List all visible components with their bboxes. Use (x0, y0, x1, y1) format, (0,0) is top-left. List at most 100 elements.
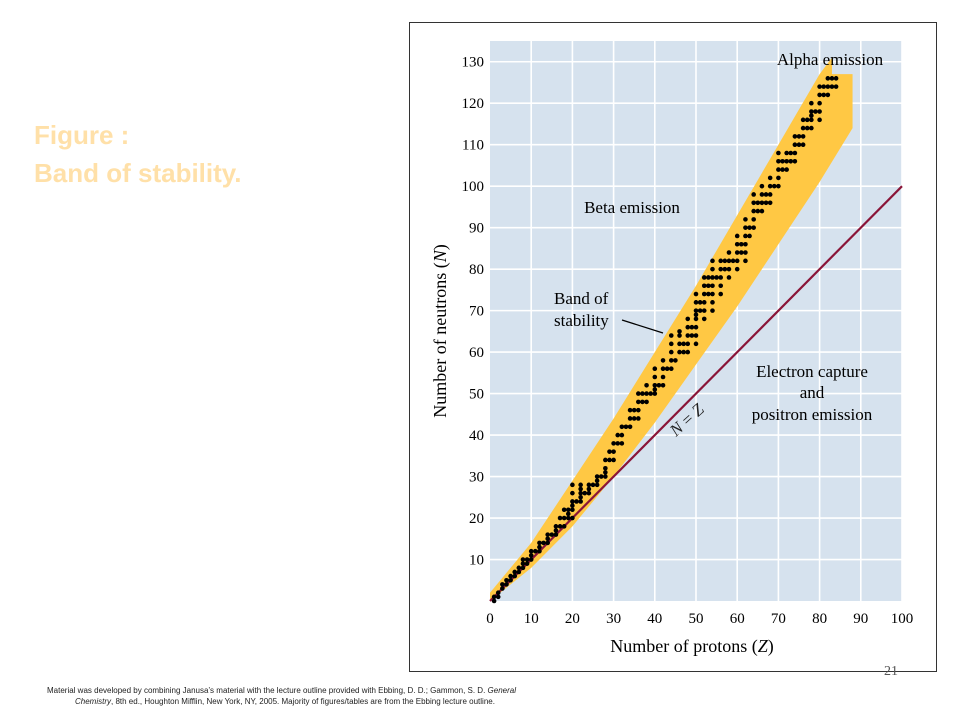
y-axis-label-text: Number of neutrons ( (430, 262, 451, 417)
x-tick-label: 80 (812, 611, 827, 627)
stable-nuclide-point (701, 291, 707, 297)
stable-nuclide-point (829, 84, 835, 89)
stable-nuclide-point (500, 582, 505, 587)
y-tick-label: 90 (469, 221, 484, 237)
stable-nuclide-point (759, 192, 765, 197)
stable-nuclide-point (784, 158, 789, 164)
stable-nuclide-point (710, 291, 715, 297)
stable-nuclide-point (792, 150, 798, 156)
footer-line-2-text: , 8th ed., Houghton Mifflin, New York, N… (111, 697, 495, 706)
stable-nuclide-point (771, 183, 777, 189)
stable-nuclide-point (706, 275, 711, 280)
stable-nuclide-point (710, 300, 715, 305)
stable-nuclide-point (809, 100, 814, 106)
stable-nuclide-point (664, 366, 670, 372)
footer-line-2-italic: Chemistry (75, 697, 112, 706)
stable-nuclide-point (640, 399, 645, 405)
x-tick-label: 10 (524, 611, 539, 627)
stable-nuclide-point (520, 557, 526, 562)
stable-nuclide-point (565, 507, 571, 513)
stable-nuclide-point (734, 258, 740, 264)
stable-nuclide-point (767, 183, 773, 189)
stable-nuclide-point (817, 84, 822, 89)
band-pointer-line (621, 319, 664, 334)
stable-nuclide-point (545, 536, 550, 542)
stable-nuclide-point (776, 183, 781, 189)
stable-nuclide-point (508, 577, 513, 583)
stable-nuclide-point (763, 200, 769, 206)
stable-nuclide-point (652, 374, 658, 380)
stable-nuclide-point (718, 258, 724, 264)
n-equals-z-line (489, 185, 903, 602)
stable-nuclide-point (718, 283, 724, 289)
stable-nuclide-point (743, 258, 748, 264)
stable-nuclide-point (570, 490, 575, 496)
footer-citation: Material was developed by combining Janu… (47, 685, 667, 707)
stable-nuclide-point (706, 283, 711, 289)
stable-nuclide-point (623, 424, 629, 430)
stable-nuclide-point (557, 524, 563, 529)
stable-nuclide-point (755, 208, 761, 214)
stable-nuclide-point (528, 553, 534, 558)
stable-nuclide-point (500, 586, 505, 591)
stable-nuclide-point (553, 524, 559, 529)
y-tick-label: 130 (462, 55, 485, 71)
stable-nuclide-point (561, 507, 567, 513)
stable-nuclide-point (594, 474, 600, 479)
stable-nuclide-point (751, 192, 756, 197)
stable-nuclide-point (677, 349, 682, 355)
stable-nuclide-point (631, 416, 637, 421)
stable-nuclide-point (574, 499, 579, 504)
stable-nuclide-point (545, 532, 550, 537)
stable-nuclide-point (776, 150, 781, 156)
stable-nuclide-point (710, 258, 715, 264)
annotation-ec-line-2: and (800, 383, 825, 402)
stable-nuclide-point (668, 358, 674, 363)
stable-nuclide-point (578, 494, 583, 500)
stable-nuclide-point (726, 266, 732, 272)
x-tick-label: 40 (647, 611, 662, 627)
x-axis-label-close: ) (768, 636, 774, 657)
stable-nuclide-point (780, 158, 785, 164)
slide-title: Figure : Band of stability. (34, 116, 242, 192)
stable-nuclide-point (776, 158, 781, 164)
stable-nuclide-point (528, 557, 534, 562)
stable-nuclide-point (739, 250, 744, 255)
stable-nuclide-point (718, 291, 724, 297)
y-tick-label: 30 (469, 470, 484, 486)
stable-nuclide-point (809, 109, 814, 114)
footer-line-1-text: Material was developed by combining Janu… (47, 686, 488, 695)
stable-nuclide-point (636, 391, 641, 396)
x-axis-label-text: Number of protons ( (610, 636, 757, 657)
figure-frame: 0 10 20 30 40 50 60 70 80 90 100 10 20 30 40 50 60 70 80 90… (409, 22, 937, 672)
stable-nuclide-point (685, 333, 691, 338)
stable-nuclide-point (537, 544, 542, 550)
slide-title-line-1: Figure : (34, 120, 130, 150)
stable-nuclide-point (495, 590, 501, 596)
y-axis-label-var: N (430, 249, 450, 263)
stable-nuclide-point (516, 565, 522, 571)
stable-nuclide-point (644, 382, 649, 388)
stable-nuclide-point (710, 283, 715, 289)
stable-nuclide-point (619, 424, 625, 430)
stable-nuclide-point (660, 382, 666, 388)
x-tick-label: 90 (853, 611, 868, 627)
stable-nuclide-point (706, 291, 711, 297)
stable-nuclide-point (594, 482, 600, 488)
stable-nuclide-point (549, 532, 555, 537)
stable-nuclide-point (565, 515, 571, 521)
stable-nuclide-point (668, 349, 674, 355)
stable-nuclide-point (603, 457, 608, 463)
y-axis-label: Number of neutrons (N) (430, 244, 451, 417)
stable-nuclide-point (829, 76, 835, 81)
stable-nuclide-point (743, 217, 748, 222)
stable-nuclide-point (578, 499, 583, 504)
stable-nuclide-point (685, 341, 691, 347)
stable-nuclide-point (520, 561, 526, 566)
stable-nuclide-point (693, 333, 699, 338)
x-tick-label: 0 (486, 611, 494, 627)
stable-nuclide-point (693, 308, 699, 313)
y-tick-label: 120 (462, 96, 485, 112)
stable-nuclide-point (611, 457, 616, 463)
stable-nuclide-point (636, 416, 641, 421)
